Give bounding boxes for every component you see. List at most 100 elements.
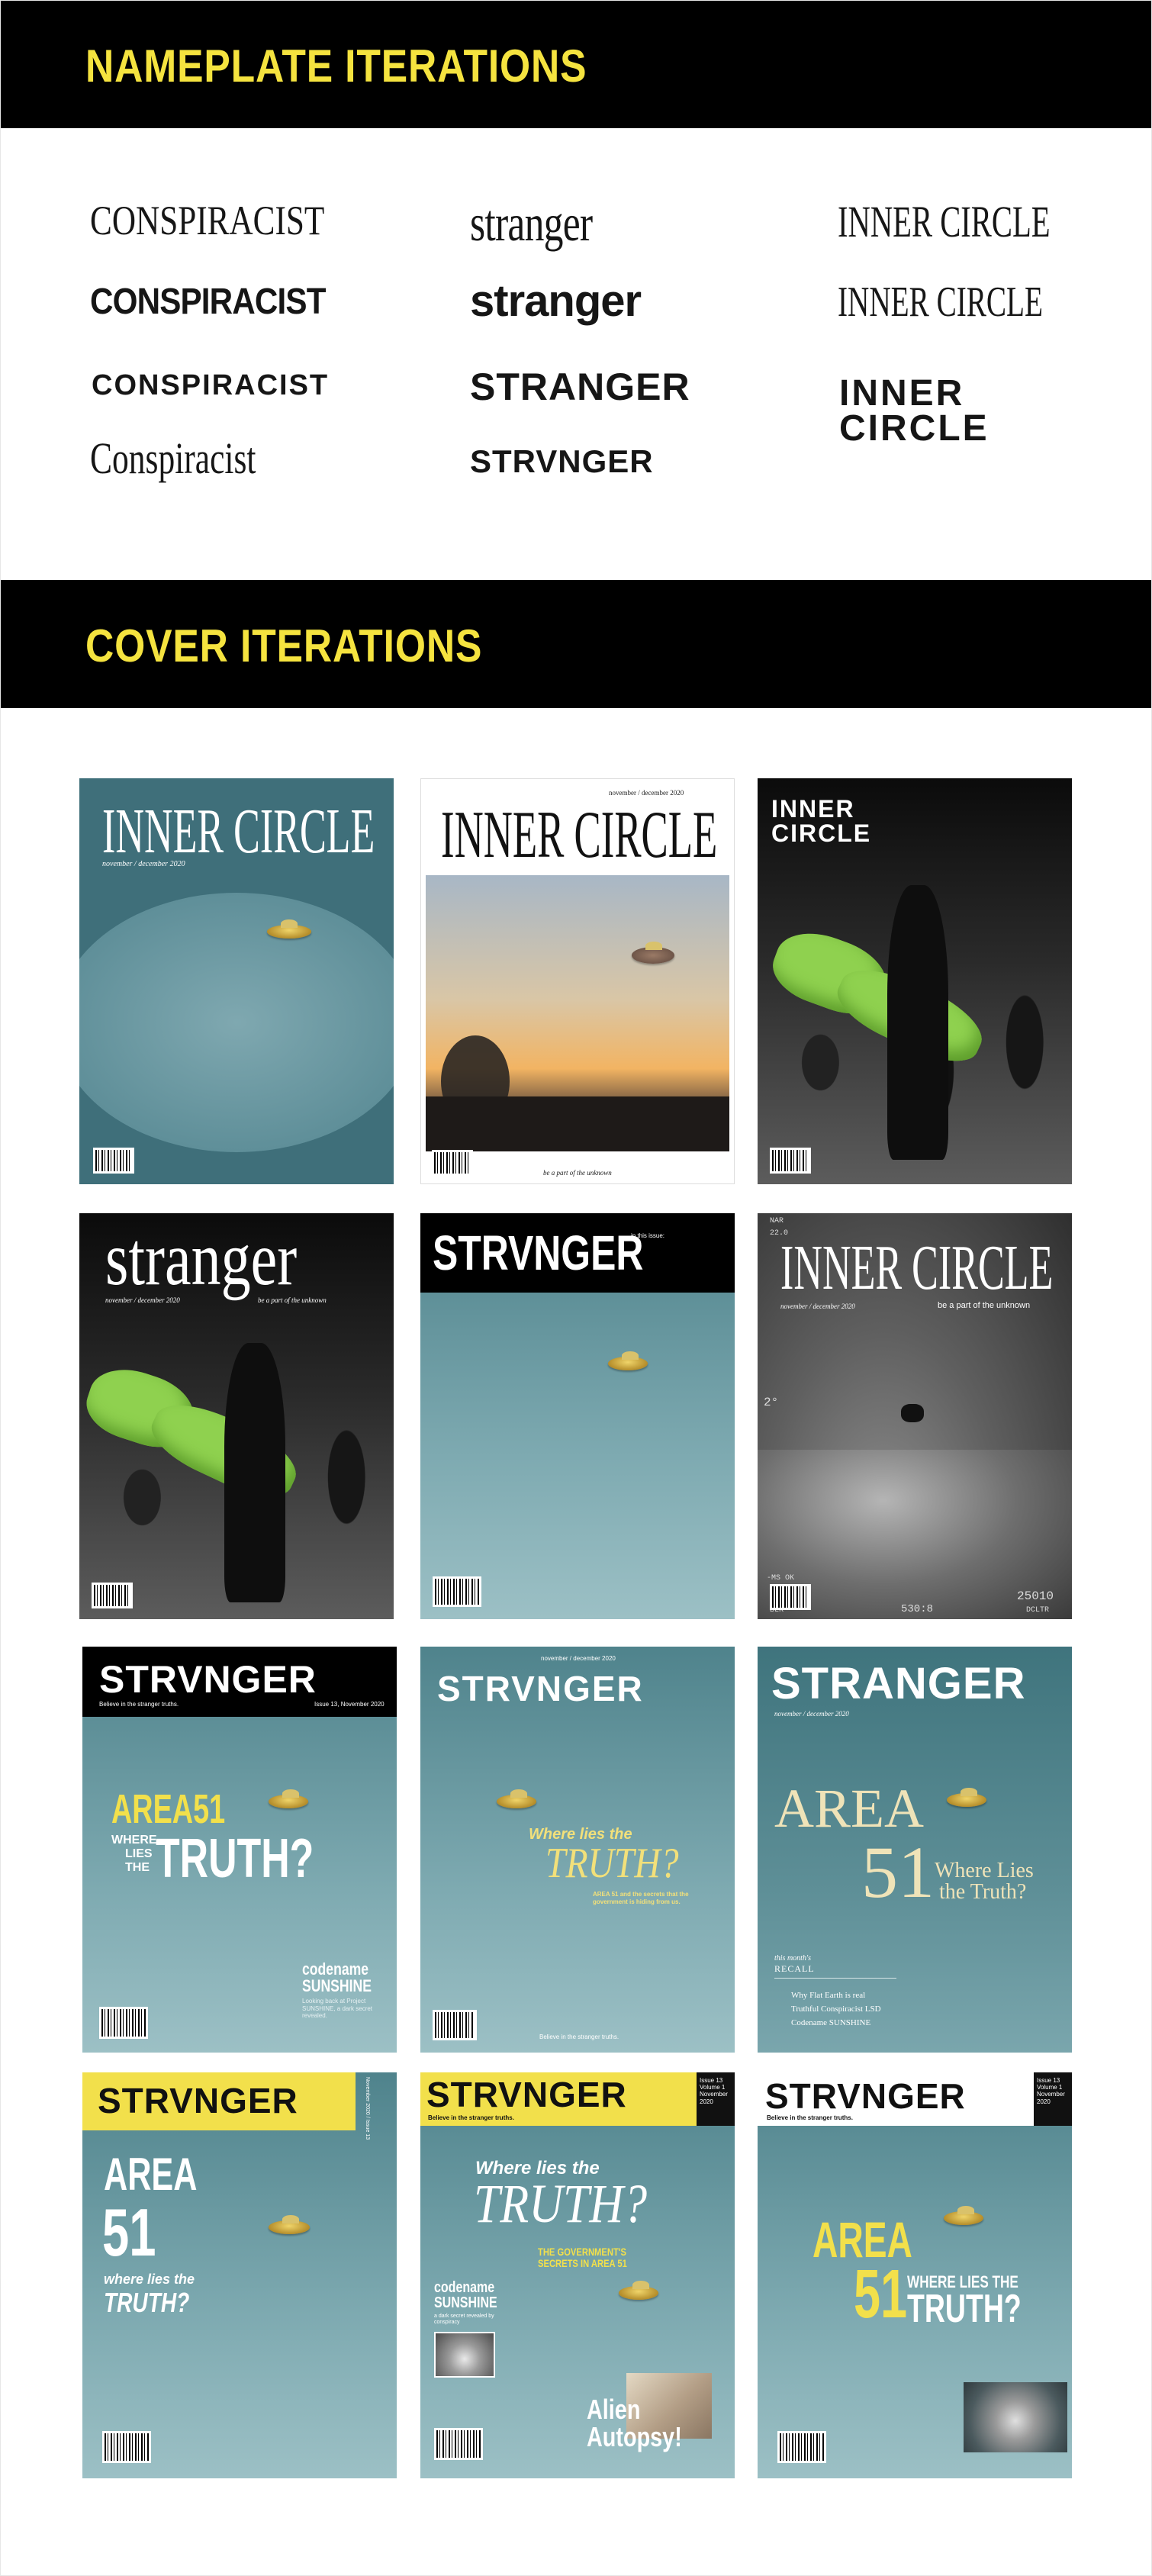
barcode [434,2428,483,2460]
mushroom-cloud-photo [964,2382,1067,2452]
cover-11[interactable]: STRVNGER Believe in the stranger truths.… [420,2072,735,2478]
cover-7[interactable]: STRVNGER Believe in the stranger truths.… [82,1647,397,2053]
person-silhouette [887,885,948,1160]
cover-6[interactable]: INNER CIRCLE november / december 2020 be… [758,1213,1072,1619]
cover-date: november / december 2020 [609,789,684,797]
issue-text: Issue 13 Volume 1 November 2020 [700,2077,728,2105]
cover-title: INNER CIRCLE [441,798,718,872]
cover-date: november / december 2020 [105,1296,180,1304]
cover-tagline: be a part of the unknown [258,1296,327,1304]
cover-sub-right: Issue 13, November 2020 [314,1701,385,1708]
cover-10[interactable]: STRVNGER November 2020 / Issue 13 AREA 5… [82,2072,397,2478]
cover-title: STRANGER [771,1659,1026,1708]
nameplate-stranger-4: STRVNGER [470,443,654,479]
barcode [432,1150,473,1176]
number-51-text: 51 [861,1831,935,1913]
cover-date: november / december 2020 [774,1710,849,1718]
cover-9[interactable]: STRANGER november / december 2020 AREA 5… [758,1647,1072,2053]
cover-5[interactable]: STRVNGER in this issue: [420,1213,735,1619]
recall-label: this month's [774,1954,811,1963]
barcode [433,1576,481,1607]
cover-title: INNER CIRCLE [102,796,375,867]
nameplate-inner-circle-3a: INNER [839,373,965,414]
cover-banner: COVER ITERATIONS [0,580,1152,708]
where-text: Where lies the [529,1826,632,1843]
cover-1[interactable]: INNER CIRCLE november / december 2020 [79,778,394,1184]
area-text: AREA [774,1778,924,1839]
where-text: Where lies the [475,2158,600,2178]
hud-text: DCLTR [1026,1606,1050,1615]
cover-4[interactable]: stranger november / december 2020 be a p… [79,1213,394,1619]
ufo-image [619,2281,658,2300]
ellipse-light [79,893,394,1152]
cover-title: STRVNGER [433,1225,644,1280]
masthead-bar [420,2072,735,2126]
cover-3[interactable]: INNER CIRCLE [758,778,1072,1184]
hud-text: NAR [770,1217,784,1225]
cover-title: STRVNGER [98,2081,298,2120]
recall-heading: RECALL [774,1963,815,1974]
ufo-image [269,2215,310,2234]
cover-12[interactable]: STRVNGER Believe in the stranger truths.… [758,2072,1072,2478]
ufo-image [947,1788,986,1807]
hud-text: 530:8 [901,1603,934,1615]
alien-autopsy-photo [626,2373,712,2439]
autopsy-text: Autopsy! [587,2421,682,2452]
recall-item: Truthful Conspiracist LSD [791,2004,881,2014]
masthead-bar [758,2072,1072,2126]
barcode [777,2431,826,2463]
number-51-text: 51 [854,2256,908,2333]
issue-box [697,2072,735,2126]
hud-text: 25010 [1017,1589,1054,1603]
the-text: THE [125,1861,150,1874]
codename-text: codename [434,2279,495,2296]
where-lies-the-text: WHERE LIES THE [907,2272,1018,2291]
footer-text: Believe in the stranger truths. [539,2033,619,2040]
truth-text: TRUTH? [156,1828,314,1889]
nameplate-section-title: NAMEPLATE ITERATIONS [85,40,587,92]
ufo-image [632,942,674,964]
masthead-bar [420,1213,735,1293]
where-lies-text: where lies the [104,2272,195,2287]
cover-tagline: be a part of the unknown [938,1301,1031,1310]
nameplate-conspiracist-2: CONSPIRACIST [90,282,326,322]
ufo-image [497,1789,536,1808]
cover-title: INNER CIRCLE [780,1232,1054,1303]
hud-text: 22.0 [770,1229,789,1238]
cover-side-text: in this issue: [631,1232,665,1239]
blurb-text: AREA 51 and the secrets that the governm… [593,1891,689,1905]
cover-sub: Believe in the stranger truths. [767,2114,853,2121]
cover-title-2: CIRCLE [771,819,872,847]
side-label: November 2020 / Issue 13 [365,2077,370,2140]
nameplate-stranger-2: stranger [470,276,642,326]
explosion-photo [434,2332,495,2378]
recall-item: Codename SUNSHINE [791,2018,871,2027]
nameplate-inner-circle-1: INNER CIRCLE [838,197,1051,246]
issue-text: Issue 13 Volume 1 November 2020 [1037,2077,1065,2105]
ufo-image [944,2206,983,2225]
codename-text: codename [302,1959,369,1979]
alien-text: Alien [587,2394,641,2425]
truth-text: TRUTH? [907,2287,1022,2331]
cover-2[interactable]: november / december 2020 INNER CIRCLE be… [420,778,735,1184]
masthead-bar [82,2072,356,2130]
barcode [433,2010,477,2040]
cover-date: november / december 2020 [102,860,185,868]
ufo-image [901,1404,924,1422]
cover-title: STRVNGER [99,1658,317,1701]
cover-section-title: COVER ITERATIONS [85,620,483,671]
blurb-text: a dark secret revealed by conspiracy [434,2314,494,2326]
sunset-photo [426,875,729,1151]
hud-text: 2° [764,1396,779,1409]
nameplate-banner: NAMEPLATE ITERATIONS [0,0,1152,128]
gov-text: THE GOVERNMENT'S SECRETS IN AREA 51 [538,2246,627,2270]
barcode [770,1148,811,1174]
barcode [102,2431,151,2463]
cover-sub: Believe in the stranger truths. [428,2114,514,2121]
cover-title: STRVNGER [765,2076,966,2116]
barcode [99,2007,148,2039]
cover-tagline: be a part of the unknown [543,1169,612,1177]
cover-8[interactable]: november / december 2020 STRVNGER Where … [420,1647,735,2053]
person-silhouette [224,1343,285,1602]
nameplate-inner-circle-2: INNER CIRCLE [838,279,1043,326]
